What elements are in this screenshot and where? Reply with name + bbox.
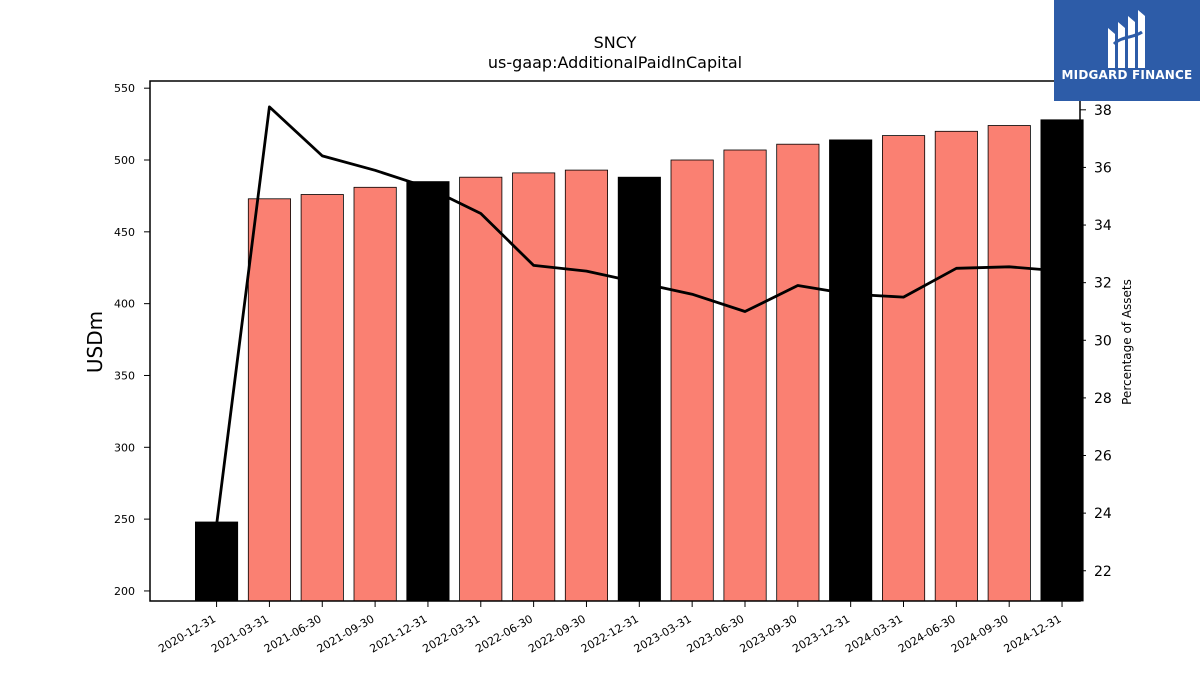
y2-tick-label-22: 22 xyxy=(1094,564,1112,580)
y2-tick-label-28: 28 xyxy=(1094,391,1112,407)
x-tick-label-2024-06-30: 2024-06-30 xyxy=(896,612,958,655)
x-tick-label-2022-03-31: 2022-03-31 xyxy=(420,612,482,655)
bar-2022-06-30 xyxy=(512,172,556,602)
y2-tick-label-34: 34 xyxy=(1094,218,1112,234)
y2-tick-label-32: 32 xyxy=(1094,276,1112,292)
bar-2023-06-30 xyxy=(723,149,767,602)
y2-tick-label-30: 30 xyxy=(1094,333,1112,349)
bar-2021-03-31 xyxy=(247,198,292,602)
brand-logo: MIDGARD FINANCE xyxy=(1054,0,1200,101)
y-tick-label-200: 200 xyxy=(114,585,135,598)
y-tick-label-300: 300 xyxy=(114,441,135,454)
y-tick-label-500: 500 xyxy=(114,154,135,167)
brand-name: MIDGARD FINANCE xyxy=(1061,68,1193,82)
y2-tick-label-24: 24 xyxy=(1094,506,1112,522)
x-tick-label-2023-09-30: 2023-09-30 xyxy=(737,612,799,655)
plot-frame xyxy=(149,80,1081,602)
percentage-line xyxy=(215,105,1063,525)
x-axis: 2020-12-312021-03-312021-06-302021-09-30… xyxy=(156,601,1064,656)
bar-2023-03-31 xyxy=(670,159,714,602)
bar-2020-12-31 xyxy=(194,521,239,602)
x-tick-label-2021-06-30: 2021-06-30 xyxy=(262,612,324,655)
x-tick-label-2024-03-31: 2024-03-31 xyxy=(843,612,905,655)
y-tick-label-550: 550 xyxy=(114,82,135,95)
y-tick-label-400: 400 xyxy=(114,298,135,311)
x-tick-label-2024-12-31: 2024-12-31 xyxy=(1002,612,1064,655)
y-axis-label: USDm xyxy=(83,311,107,373)
chart-subtitle: us-gaap:AdditionalPaidInCapital xyxy=(488,53,742,72)
x-tick-label-2024-09-30: 2024-09-30 xyxy=(949,612,1011,655)
x-tick-label-2021-12-31: 2021-12-31 xyxy=(368,612,430,655)
x-tick-label-2022-09-30: 2022-09-30 xyxy=(526,612,588,655)
x-tick-label-2023-03-31: 2023-03-31 xyxy=(632,612,694,655)
x-tick-label-2023-12-31: 2023-12-31 xyxy=(790,612,852,655)
bars-layer xyxy=(194,119,1084,602)
y-tick-label-350: 350 xyxy=(114,369,135,382)
bar-2022-03-31 xyxy=(459,176,503,602)
bar-2021-06-30 xyxy=(300,194,344,602)
x-tick-label-2020-12-31: 2020-12-31 xyxy=(156,612,218,655)
x-tick-label-2022-12-31: 2022-12-31 xyxy=(579,612,641,655)
bar-2022-09-30 xyxy=(564,169,608,602)
y-tick-label-450: 450 xyxy=(114,226,135,239)
line-layer xyxy=(215,105,1063,525)
y2-tick-label-36: 36 xyxy=(1094,160,1112,176)
bar-2024-03-31 xyxy=(882,135,926,602)
midgard-logo-icon xyxy=(1108,10,1145,68)
y-tick-label-250: 250 xyxy=(114,513,135,526)
y2-axis-label: Percentage of Assets xyxy=(1120,279,1134,405)
x-tick-label-2022-06-30: 2022-06-30 xyxy=(473,612,535,655)
bar-2023-09-30 xyxy=(776,143,820,602)
bar-2023-12-31 xyxy=(829,139,873,602)
left-axis: 200 250 300 350 400 450 500 550 xyxy=(114,82,150,598)
bar-2021-09-30 xyxy=(353,186,397,602)
bar-2021-12-31 xyxy=(406,181,450,602)
chart-title: SNCY xyxy=(594,33,637,52)
bar-2024-12-31 xyxy=(1040,119,1084,602)
bar-2024-06-30 xyxy=(934,130,978,602)
x-tick-label-2021-09-30: 2021-09-30 xyxy=(315,612,377,655)
y2-tick-label-26: 26 xyxy=(1094,449,1112,465)
x-tick-label-2023-06-30: 2023-06-30 xyxy=(685,612,747,655)
bar-2022-12-31 xyxy=(617,176,661,602)
x-tick-label-2021-03-31: 2021-03-31 xyxy=(209,612,271,655)
bar-2024-09-30 xyxy=(987,125,1031,602)
right-axis: 22 24 26 28 30 32 34 36 38 xyxy=(1080,103,1112,580)
y2-tick-label-38: 38 xyxy=(1094,103,1112,119)
